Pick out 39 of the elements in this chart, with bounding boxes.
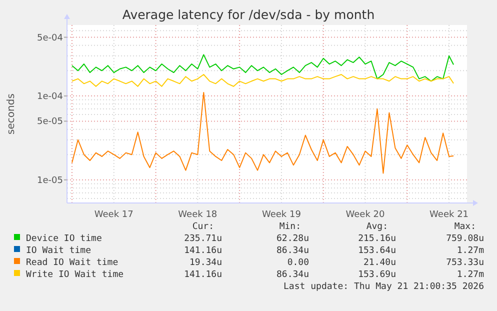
text: 141.16u	[184, 246, 222, 256]
y-tick-label: 1e-04	[37, 92, 64, 102]
legend-label: Device IO time	[26, 234, 102, 244]
x-tick-label: Week 17	[94, 210, 134, 220]
text: Max:	[454, 222, 476, 232]
text: 62.28u	[276, 234, 309, 244]
text: 153.69u	[358, 270, 396, 280]
text: 1.27m	[456, 246, 484, 256]
text: 0.00	[287, 258, 309, 268]
text: 153.64u	[358, 246, 396, 256]
text: 1.27m	[456, 270, 484, 280]
legend-label: Write IO Wait time	[26, 270, 124, 280]
text: Last update: Thu May 21 21:00:35 2026	[284, 282, 484, 292]
y-tick-label: 5e-05	[37, 117, 63, 128]
text: 235.71u	[184, 234, 222, 244]
line-series	[71, 54, 454, 82]
text: 141.16u	[184, 270, 222, 280]
line-series	[71, 92, 454, 174]
x-tick-label: Week 21	[430, 210, 469, 220]
y-tick-label: 5e-04	[37, 33, 64, 44]
text: 215.16u	[358, 234, 396, 244]
text: 753.33u	[446, 258, 484, 268]
text: 86.34u	[276, 246, 309, 256]
text: 86.34u	[276, 270, 309, 280]
x-tick-label: Week 20	[346, 210, 386, 220]
text: Avg:	[366, 222, 388, 232]
text: 21.40u	[363, 258, 396, 268]
text: 19.34u	[189, 258, 222, 268]
y-tick-label: 1e-05	[37, 176, 63, 186]
text: 759.08u	[446, 234, 484, 244]
text: Cur:	[192, 222, 214, 232]
y-axis-title: seconds	[6, 94, 17, 134]
text: Min:	[279, 222, 301, 232]
legend-label: Read IO Wait time	[26, 258, 118, 268]
chart-title: Average latency for /dev/sda - by month	[122, 7, 375, 22]
line-series	[71, 74, 454, 87]
x-tick-label: Week 19	[262, 210, 302, 220]
x-tick-label: Week 18	[178, 210, 218, 220]
legend-label: IO Wait time	[26, 246, 92, 256]
